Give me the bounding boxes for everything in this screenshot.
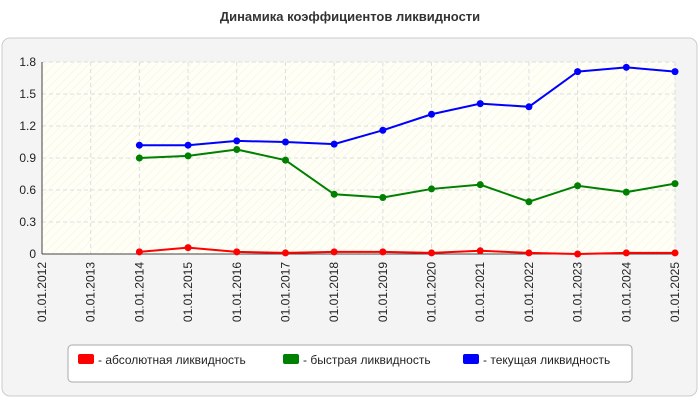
x-tick-label: 01.01.2021 xyxy=(473,262,487,322)
y-tick-label: 0.3 xyxy=(19,215,36,229)
y-tick-label: 1.5 xyxy=(19,87,36,101)
x-tick-label: 01.01.2020 xyxy=(425,262,439,322)
data-point xyxy=(574,68,582,76)
x-tick-label: 01.01.2016 xyxy=(230,262,244,322)
data-point xyxy=(281,156,289,164)
y-tick-label: 1.8 xyxy=(19,55,36,69)
data-point xyxy=(525,198,533,206)
legend-swatch xyxy=(463,354,479,364)
data-point xyxy=(622,63,630,71)
series-line xyxy=(139,148,676,203)
x-tick-label: 01.01.2013 xyxy=(84,262,98,322)
x-tick-label: 01.01.2019 xyxy=(376,262,390,322)
legend-label: - абсолютная ликвидность xyxy=(98,353,246,367)
data-point xyxy=(476,247,484,255)
data-point xyxy=(428,249,436,257)
x-tick-label: 01.01.2014 xyxy=(132,262,146,322)
x-tick-label: 01.01.2025 xyxy=(668,262,682,322)
data-point xyxy=(330,140,338,148)
data-point xyxy=(476,181,484,189)
data-point xyxy=(428,185,436,193)
legend-swatch xyxy=(78,354,94,364)
data-point xyxy=(671,249,679,257)
data-point xyxy=(379,248,387,256)
data-point xyxy=(281,249,289,257)
data-point xyxy=(184,141,192,149)
data-point xyxy=(525,249,533,257)
x-tick-label: 01.01.2023 xyxy=(571,262,585,322)
y-tick-label: 0.6 xyxy=(19,183,36,197)
legend-label: - быстрая ликвидность xyxy=(303,353,431,367)
data-point xyxy=(135,141,143,149)
chart-title: Динамика коэффициентов ликвидности xyxy=(220,9,480,24)
data-point xyxy=(184,152,192,160)
x-tick-label: 01.01.2022 xyxy=(522,262,536,322)
y-tick-label: 1.2 xyxy=(19,119,36,133)
data-point xyxy=(574,250,582,258)
data-point xyxy=(135,154,143,162)
series-line xyxy=(139,66,676,147)
legend-swatch xyxy=(283,354,299,364)
data-point xyxy=(574,182,582,190)
data-point xyxy=(184,244,192,252)
data-point xyxy=(671,68,679,76)
data-point xyxy=(476,100,484,108)
data-point xyxy=(379,126,387,134)
data-point xyxy=(330,190,338,198)
data-point xyxy=(622,188,630,196)
data-point xyxy=(135,248,143,256)
x-tick-label: 01.01.2024 xyxy=(619,262,633,322)
y-tick-label: 0 xyxy=(29,247,36,261)
data-point xyxy=(281,138,289,146)
x-tick-label: 01.01.2018 xyxy=(327,262,341,322)
x-tick-label: 01.01.2015 xyxy=(181,262,195,322)
x-tick-label: 01.01.2017 xyxy=(278,262,292,322)
legend xyxy=(67,344,633,383)
legend-label: - текущая ликвидность xyxy=(483,353,610,367)
data-point xyxy=(233,145,241,153)
y-tick-label: 0.9 xyxy=(19,151,36,165)
data-point xyxy=(379,193,387,201)
series-line xyxy=(139,246,675,256)
x-tick-label: 01.01.2012 xyxy=(35,262,49,322)
data-point xyxy=(671,180,679,188)
data-point xyxy=(233,137,241,145)
data-point xyxy=(622,249,630,257)
data-point xyxy=(428,110,436,118)
data-point xyxy=(525,103,533,111)
data-point xyxy=(233,248,241,256)
data-point xyxy=(330,248,338,256)
